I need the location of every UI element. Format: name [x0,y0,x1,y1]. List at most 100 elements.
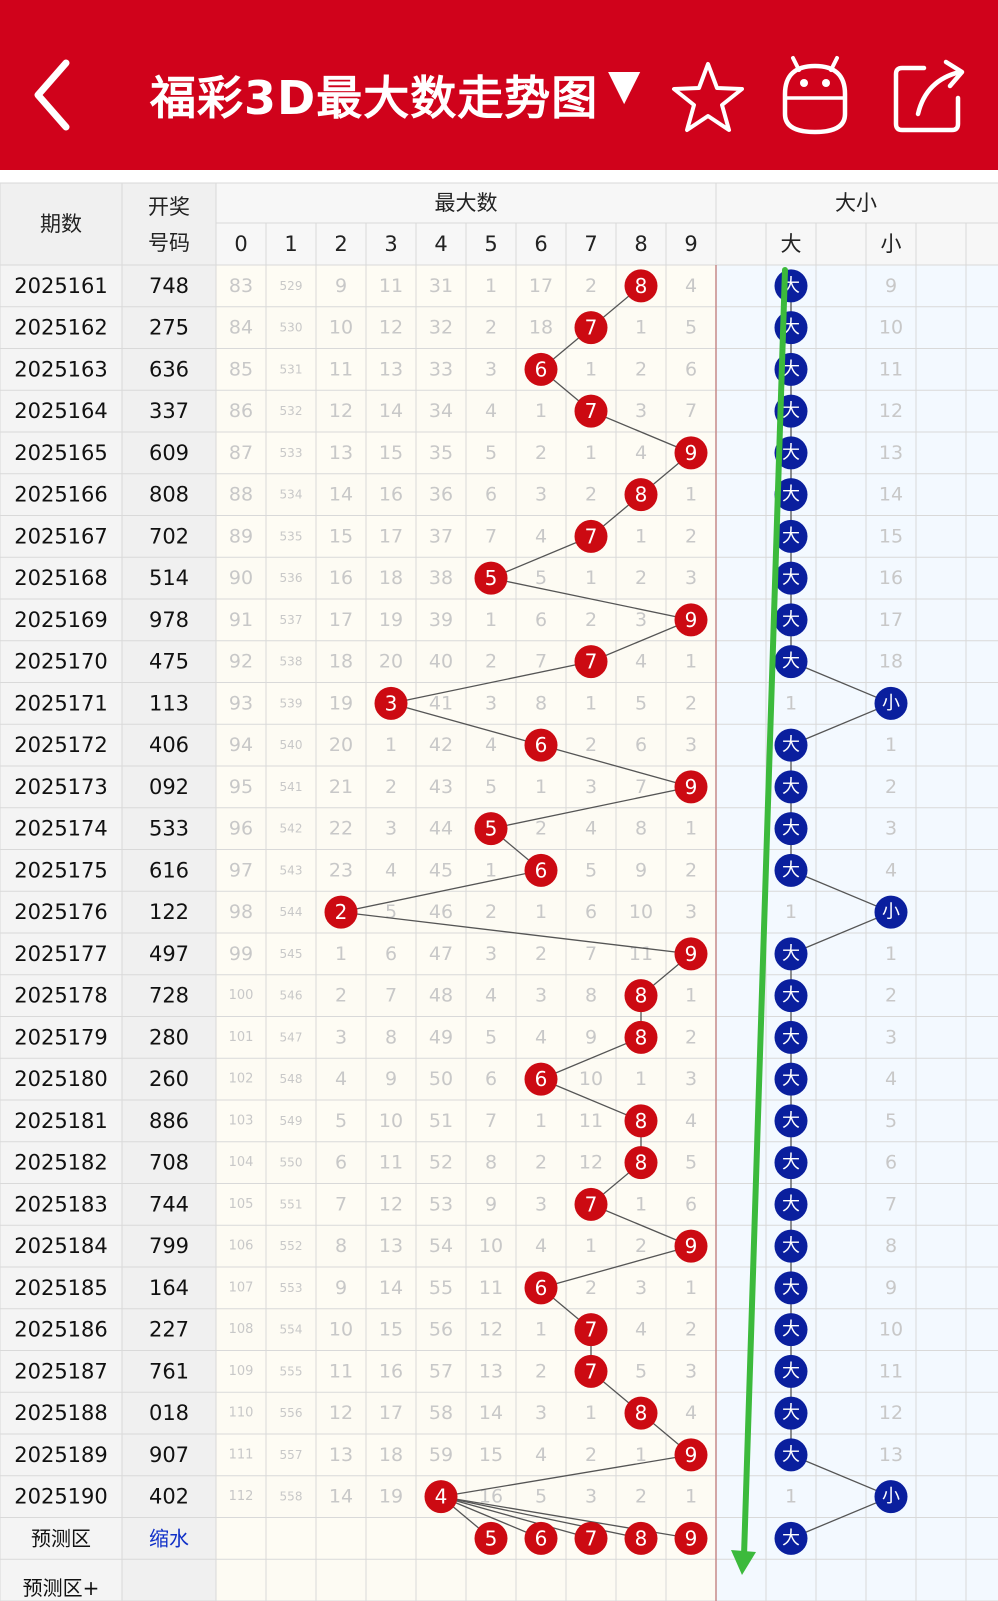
shrink-link[interactable]: 缩水 [149,1526,189,1550]
page-title[interactable]: 福彩3D最大数走势图 [150,71,599,125]
header-digit: 5 [484,232,497,256]
draw-number-cell: 799 [149,1234,189,1258]
small-miss-cell: 2 [885,985,897,1007]
prediction-ball-label: 9 [685,1526,698,1550]
miss-count-cell: 1 [535,1319,547,1341]
max-digit-ball-label: 8 [635,274,648,298]
size-cell-bg [716,1517,998,1560]
period-cell-bg [0,766,122,808]
miss-count-cell: 5 [585,859,597,881]
size-ball: 大 [774,1396,808,1430]
header-digit: 7 [584,232,597,256]
max-digit-ball: 8 [624,1020,658,1054]
header-draw-line1: 开奖 [148,195,190,219]
miss-count-cell: 51 [429,1110,453,1132]
prediction-size-ball-label: 大 [782,1528,800,1549]
size-ball: 大 [774,1313,808,1347]
miss-count-cell: 14 [329,484,353,506]
size-cell-bg [716,933,998,975]
max-trend-line [390,660,592,705]
period-cell-bg [0,1434,122,1476]
miss-count-cell: 5 [635,1360,647,1382]
miss-count-cell: 36 [429,484,453,506]
miss-count-cell: 7 [585,943,597,965]
header-size-group: 大小 [835,191,877,215]
size-ball: 大 [774,1229,808,1263]
miss-count-cell: 551 [280,1197,303,1211]
draw-number-cell: 533 [149,817,189,841]
draw-cell-bg [122,1141,216,1184]
miss-count-cell: 3 [635,1277,647,1299]
header-right-bg [216,183,998,265]
miss-count-cell: 110 [229,1406,254,1421]
miss-count-cell: 12 [379,1193,403,1215]
miss-count-cell: 4 [385,859,397,881]
size-cell-bg [716,1308,998,1351]
miss-count-cell: 3 [685,1360,697,1382]
period-cell: 2025184 [14,1234,108,1258]
max-trend-line [540,1036,642,1080]
size-ball: 大 [774,1146,808,1180]
max-digit-ball-circle [574,311,608,345]
miss-count-cell: 531 [280,362,303,376]
title-dropdown-caret[interactable]: ▼ [608,60,641,109]
miss-count-cell: 556 [280,1406,303,1420]
size-ball-label: 大 [782,359,800,380]
max-digit-ball-label: 8 [635,984,648,1008]
size-cell-bg [716,1350,998,1393]
miss-count-cell: 542 [280,822,303,836]
size-ball: 大 [774,1104,808,1138]
max-digit-ball: 7 [574,1313,608,1347]
miss-count-cell: 20 [329,734,353,756]
miss-count-cell: 1 [685,1277,697,1299]
draw-cell-bg [122,1308,216,1351]
period-cell: 2025187 [14,1359,108,1383]
miss-count-cell: 3 [635,400,647,422]
miss-count-cell: 107 [229,1280,254,1295]
miss-count-cell: 18 [379,1444,403,1466]
miss-count-cell: 554 [280,1323,303,1337]
size-trend-line [790,661,892,704]
draw-number-cell: 406 [149,733,189,757]
annotation-arrow-shaft [741,267,788,1559]
share-icon[interactable] [890,52,970,142]
miss-count-cell: 7 [635,776,647,798]
header-digit: 6 [534,232,547,256]
size-ball-label: 大 [782,1361,800,1382]
miss-count-cell: 1 [585,1402,597,1424]
miss-count-cell: 7 [485,1110,497,1132]
size-ball-circle [774,979,808,1013]
miss-count-cell: 4 [635,651,647,673]
size-ball-circle [774,812,808,846]
prediction-ball-circle [524,1521,558,1555]
miss-count-cell: 1 [535,901,547,923]
robot-icon[interactable] [775,52,855,142]
max-digit-ball-label: 9 [685,942,698,966]
max-digit-ball: 8 [624,478,658,512]
size-ball: 大 [774,1438,808,1472]
period-cell: 2025172 [14,733,108,757]
miss-count-cell: 1 [335,943,347,965]
miss-count-cell: 8 [385,1026,397,1048]
miss-count-cell: 3 [335,1026,347,1048]
star-icon[interactable] [668,52,748,142]
period-cell-bg [0,974,122,1017]
miss-count-cell: 11 [379,275,403,297]
max-digit-ball: 9 [674,1438,708,1472]
size-ball: 小 [874,686,908,720]
miss-count-cell: 18 [529,317,553,339]
draw-cell-bg [122,1517,216,1560]
miss-count-cell: 1 [385,734,397,756]
size-ball-label: 大 [782,401,800,422]
miss-count-cell: 91 [229,609,253,631]
miss-count-cell: 12 [329,400,353,422]
miss-count-cell: 32 [429,317,453,339]
miss-count-cell: 34 [429,400,453,422]
prediction-size-ball-circle [774,1521,808,1555]
miss-count-cell: 31 [429,275,453,297]
draw-cell-bg [122,891,216,933]
miss-count-cell: 557 [280,1448,303,1462]
miss-count-cell: 102 [229,1072,254,1087]
back-arrow-icon[interactable] [30,55,80,135]
